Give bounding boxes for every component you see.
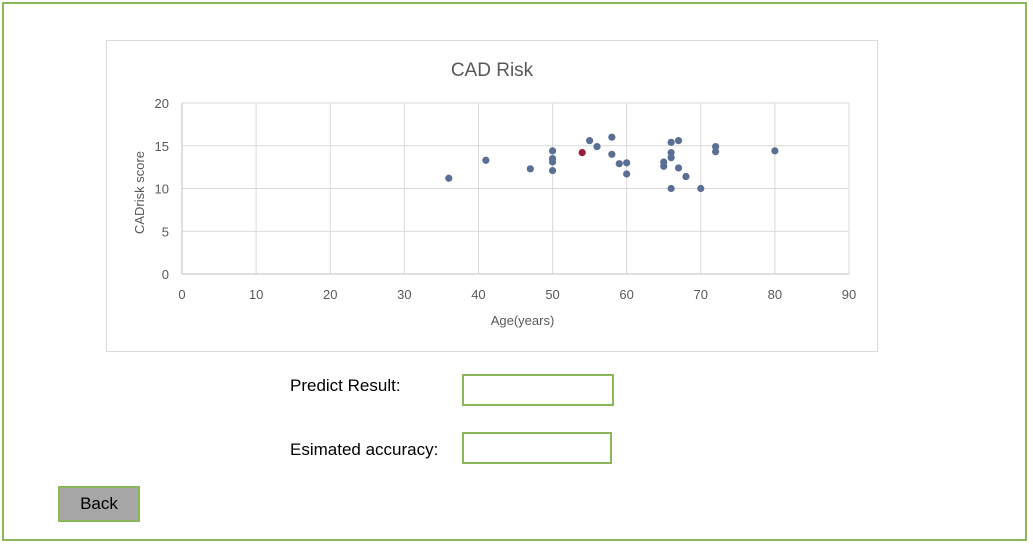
x-tick-label: 10 [249,287,263,302]
data-point [548,158,557,166]
back-button[interactable]: Back [58,486,140,522]
data-point [615,160,623,168]
x-tick-label: 0 [178,287,185,302]
x-tick-label: 50 [545,287,559,302]
x-tick-label: 70 [694,287,708,302]
estimated-accuracy-label: Esimated accuracy: [290,440,439,459]
data-point [608,133,616,141]
x-tick-label: 90 [842,287,856,302]
data-point [623,159,631,167]
data-point [667,138,675,146]
predict-result-label: Predict Result: [290,376,401,395]
data-point [526,165,534,173]
data-point [548,166,557,175]
data-point [682,172,690,181]
y-axis-title: CADrisk score [132,151,147,234]
data-point [667,154,675,162]
y-tick-label: 15 [155,139,169,154]
y-tick-label: 5 [162,224,169,239]
window-frame [2,2,1027,541]
x-tick-label: 40 [471,287,485,302]
y-tick-label: 0 [162,267,169,282]
data-point [712,143,720,151]
data-point [586,137,594,145]
data-point [445,174,453,182]
y-tick-label: 10 [155,182,169,197]
cad-risk-chart: 0 5 10 15 20 0 10 20 30 40 50 60 70 80 90 CAD Risk Age(y… [106,40,878,352]
y-tick-label: 20 [155,96,169,111]
data-point [548,147,557,155]
estimated-accuracy-field[interactable] [462,432,612,464]
data-point [697,184,705,193]
data-point [660,162,668,170]
chart-svg: 0 5 10 15 20 0 10 20 30 40 50 60 70 80 90 CAD Risk Age(y… [132,60,856,328]
x-tick-label: 20 [323,287,337,302]
x-tick-label: 30 [397,287,411,302]
data-point [593,143,601,151]
data-point [712,148,720,156]
data-point [667,184,675,193]
data-point [771,147,779,155]
data-point [608,150,616,158]
data-point [674,164,683,172]
data-point [667,148,675,157]
chart-title: CAD Risk [451,60,534,81]
data-point [482,156,490,164]
x-axis-title: Age(years) [491,313,555,328]
predict-result-field[interactable] [462,374,614,406]
data-point [674,137,683,145]
data-point [578,148,586,157]
x-tick-label: 80 [768,287,782,302]
data-point [623,170,631,178]
x-tick-label: 60 [619,287,633,302]
